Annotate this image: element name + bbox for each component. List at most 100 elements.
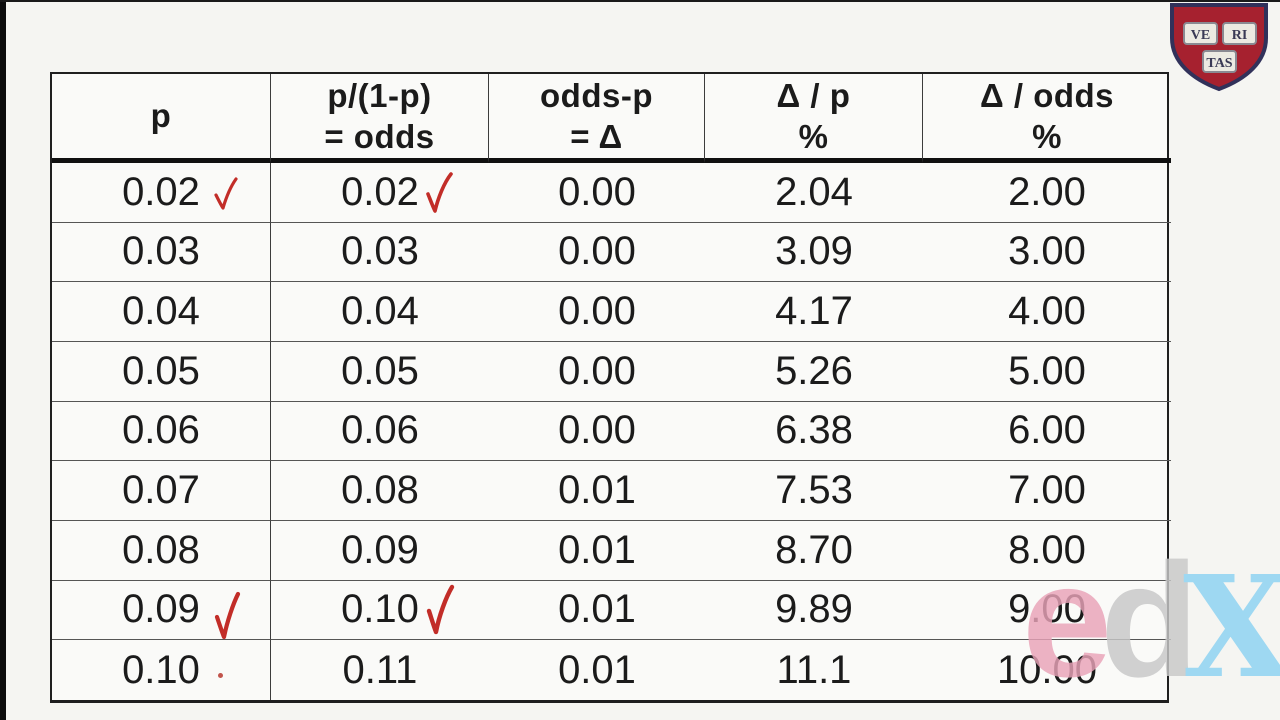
veritas-banner-ve: VE (1183, 22, 1218, 45)
edx-letter-d: d (1100, 530, 1200, 711)
table-cell: 0.07 (52, 461, 271, 521)
table-cell: 0.02 (52, 163, 271, 223)
cell-value: 0.05 (122, 348, 200, 393)
cell-value: 0.04 (341, 289, 419, 334)
table-cell: 8.00 (923, 521, 1171, 581)
cell-value: 9.00 (1008, 587, 1086, 632)
table-cell: 5.26 (705, 342, 923, 402)
table-cell: 0.00 (489, 342, 705, 402)
cell-value: 0.00 (558, 169, 636, 214)
shield-shape (1170, 3, 1268, 92)
table-cell: 0.04 (271, 282, 489, 342)
table-cell: 0.04 (52, 282, 271, 342)
table-cell: 0.00 (489, 223, 705, 283)
table-cell: 6.38 (705, 402, 923, 462)
header-line: Δ / odds (979, 76, 1115, 114)
red-dot-mark (218, 673, 223, 679)
cell-value: 10.00 (996, 647, 1098, 692)
table-cell: 9.00 (923, 581, 1171, 641)
table-cell: 3.00 (923, 223, 1171, 283)
cell-value: 7.53 (775, 468, 853, 513)
cell-value: 11.1 (776, 647, 852, 692)
cell-value: 8.00 (1008, 527, 1086, 572)
cell-value: 0.11 (342, 647, 418, 692)
cell-value: 0.02 (122, 169, 200, 214)
cell-value: 0.06 (122, 408, 200, 453)
red-checkmark-icon (214, 591, 241, 639)
table-cell: 0.11 (271, 640, 489, 700)
cell-value: 9.89 (775, 587, 853, 632)
cell-value: 6.00 (1008, 408, 1086, 453)
veritas-banner-ri: RI (1222, 22, 1257, 45)
cell-value: 0.08 (341, 468, 419, 513)
table-cell: 0.01 (489, 581, 705, 641)
cell-value: 0.00 (558, 229, 636, 274)
odds-conversion-table: p p/(1-p) = odds odds-p = Δ Δ / p % Δ / … (50, 72, 1171, 703)
banner-text: RI (1232, 28, 1248, 43)
table-cell: 0.01 (489, 521, 705, 581)
table-cell: 11.1 (705, 640, 923, 700)
table-cell: 0.08 (52, 521, 271, 581)
cell-value: 0.00 (558, 289, 636, 334)
cell-value: 3.00 (1008, 229, 1086, 274)
header-line: p/(1-p) (327, 76, 432, 114)
banner-text: VE (1191, 28, 1210, 43)
edx-letter-x: X (1183, 546, 1280, 710)
table-cell: 0.03 (271, 223, 489, 283)
header-line: = odds (324, 118, 435, 155)
header-line: % (798, 118, 829, 155)
table-cell: 0.10 (271, 581, 489, 641)
video-edge-bar-left (0, 0, 6, 720)
table-cell: 0.06 (271, 402, 489, 462)
cell-value: 0.01 (558, 647, 636, 692)
cell-value: 0.01 (558, 527, 636, 572)
table-cell: 0.00 (489, 402, 705, 462)
table-cell: 0.05 (52, 342, 271, 402)
table-cell: 9.89 (705, 581, 923, 641)
cell-value: 0.03 (122, 229, 200, 274)
cell-value: 0.10 (122, 647, 200, 692)
table-cell: 0.00 (489, 163, 705, 223)
edx-letter-e: e (1022, 530, 1113, 711)
banner-text: TAS (1206, 56, 1232, 71)
cell-value: 7.00 (1008, 468, 1086, 513)
table-cell: 0.09 (52, 580, 271, 641)
cell-value: 8.70 (775, 527, 853, 572)
table-cell: 0.03 (52, 222, 271, 283)
edx-logo-watermark: edX (1022, 540, 1280, 702)
cell-value: 3.09 (775, 229, 853, 274)
header-cell-p: p (52, 74, 271, 163)
red-checkmark-icon (426, 584, 455, 634)
table-cell: 5.00 (923, 342, 1171, 402)
table-cell: 0.10 (52, 640, 271, 700)
table-cell: 8.70 (705, 521, 923, 581)
table-cell: 0.01 (489, 461, 705, 521)
cell-value: 4.17 (775, 289, 853, 334)
cell-value: 2.04 (775, 169, 853, 214)
table-cell: 7.53 (705, 461, 923, 521)
table-cell: 7.00 (923, 461, 1171, 521)
table-cell: 0.00 (489, 282, 705, 342)
cell-value: 2.00 (1008, 169, 1086, 214)
harvard-veritas-shield-logo: VE RI TAS (1170, 3, 1268, 92)
table-cell: 10.00 (923, 640, 1171, 700)
table-cell: 0.02 (271, 163, 489, 223)
red-checkmark-icon (426, 172, 453, 213)
cell-value: 0.09 (122, 587, 200, 632)
table-cell: 0.09 (271, 521, 489, 581)
table-cell: 4.00 (923, 282, 1171, 342)
header-line: Δ / p (776, 76, 851, 114)
video-edge-bar-top (0, 0, 1280, 2)
cell-value: 0.02 (341, 169, 419, 214)
veritas-banner-tas: TAS (1202, 50, 1237, 73)
table-cell: 2.04 (705, 163, 923, 223)
table-cell: 4.17 (705, 282, 923, 342)
header-line: % (1032, 118, 1062, 155)
table-cell: 6.00 (923, 402, 1171, 462)
cell-value: 0.00 (558, 348, 636, 393)
cell-value: 5.00 (1008, 348, 1086, 393)
cell-value: 6.38 (775, 408, 853, 453)
cell-value: 0.06 (341, 408, 419, 453)
header-line: odds-p (540, 76, 653, 114)
